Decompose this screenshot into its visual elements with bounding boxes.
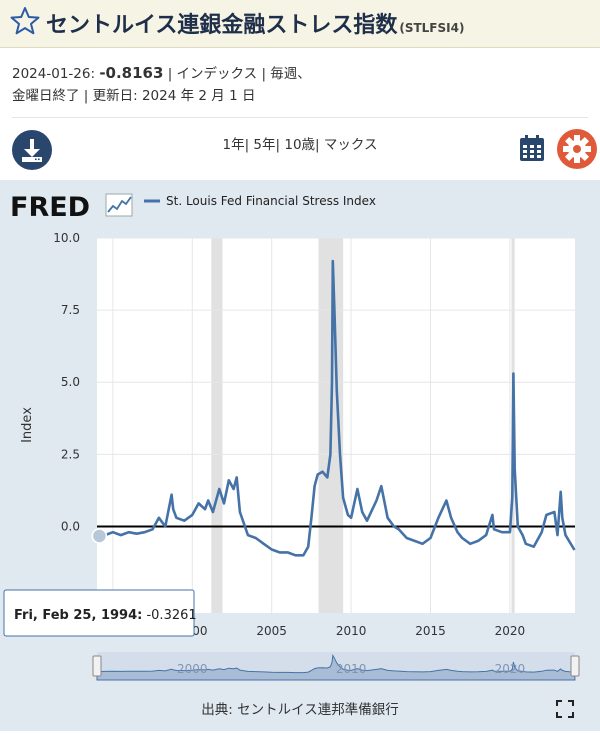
navigator-label: 2020 <box>495 662 526 676</box>
y-axis-label: Index <box>20 407 35 443</box>
x-tick-label: 2020 <box>495 624 526 638</box>
x-tick-label: 2015 <box>415 624 446 638</box>
meta-line-2: 金曜日終了 | 更新日: 2024 年 2 月 1 日 <box>12 88 256 104</box>
y-tick-label: 0.0 <box>61 519 80 533</box>
meta-line-1: 2024-01-26: -0.8163 | インデックス | 毎週、 <box>12 62 592 85</box>
series-title: セントルイス連銀金融ストレス指数 <box>46 13 398 38</box>
gear-icon[interactable] <box>557 129 597 169</box>
download-button[interactable] <box>12 130 52 170</box>
divider <box>12 117 588 118</box>
hover-point <box>91 528 108 544</box>
recession-band <box>211 238 223 613</box>
series-line <box>95 259 576 557</box>
meta-date: 2024-01-26: <box>12 66 96 82</box>
chart-container: FRED St. Louis Fed Financial Stress Inde… <box>0 180 600 731</box>
fullscreen-icon[interactable] <box>556 700 574 718</box>
svg-text:Fri, Feb 25, 1994: -0.3261: Fri, Feb 25, 1994: -0.3261 <box>14 608 197 623</box>
navigator-series <box>96 653 576 681</box>
page-header: セントルイス連銀金融ストレス指数 (STLFSI4) <box>0 0 600 48</box>
x-tick-label: 2010 <box>336 624 367 638</box>
navigator-handle-right[interactable] <box>570 655 580 677</box>
series-meta: 2024-01-26: -0.8163 | インデックス | 毎週、 金曜日終了… <box>12 62 592 107</box>
fred-logo[interactable]: FRED <box>10 192 90 223</box>
legend-label: St. Louis Fed Financial Stress Index <box>166 194 376 208</box>
meta-latest-value: -0.8163 <box>99 64 164 82</box>
chart-svg[interactable]: FRED St. Louis Fed Financial Stress Inde… <box>0 180 600 731</box>
page-title: セントルイス連銀金融ストレス指数 (STLFSI4) <box>46 7 464 39</box>
x-tick-label: 2005 <box>256 624 287 638</box>
y-tick-label: 5.0 <box>61 375 80 389</box>
calendar-icon[interactable] <box>519 134 545 162</box>
source-footer: 出典: セントルイス連邦準備銀行 <box>201 702 399 718</box>
y-tick-label: 7.5 <box>61 303 80 317</box>
download-icon <box>22 139 42 162</box>
navigator-label: 2010 <box>336 662 367 676</box>
y-tick-label: 10.0 <box>53 231 80 245</box>
meta-units: | インデックス | 毎週、 <box>167 66 311 82</box>
series-code: (STLFSI4) <box>399 21 465 35</box>
tooltip-date: Fri, Feb 25, 1994: <box>14 608 142 623</box>
tooltip: Fri, Feb 25, 1994: -0.3261 <box>3 589 197 637</box>
star-icon[interactable] <box>10 6 40 36</box>
date-range-selector[interactable]: 1年| 5年| 10歳| マックス <box>222 137 378 153</box>
fred-logo-chart-icon <box>105 193 133 217</box>
y-tick-label: 2.5 <box>61 447 80 461</box>
tooltip-value: -0.3261 <box>146 608 196 623</box>
navigator-label: 2000 <box>177 662 208 676</box>
navigator[interactable]: 2000 2010 2020 <box>92 652 580 681</box>
navigator-handle-left[interactable] <box>92 655 102 677</box>
